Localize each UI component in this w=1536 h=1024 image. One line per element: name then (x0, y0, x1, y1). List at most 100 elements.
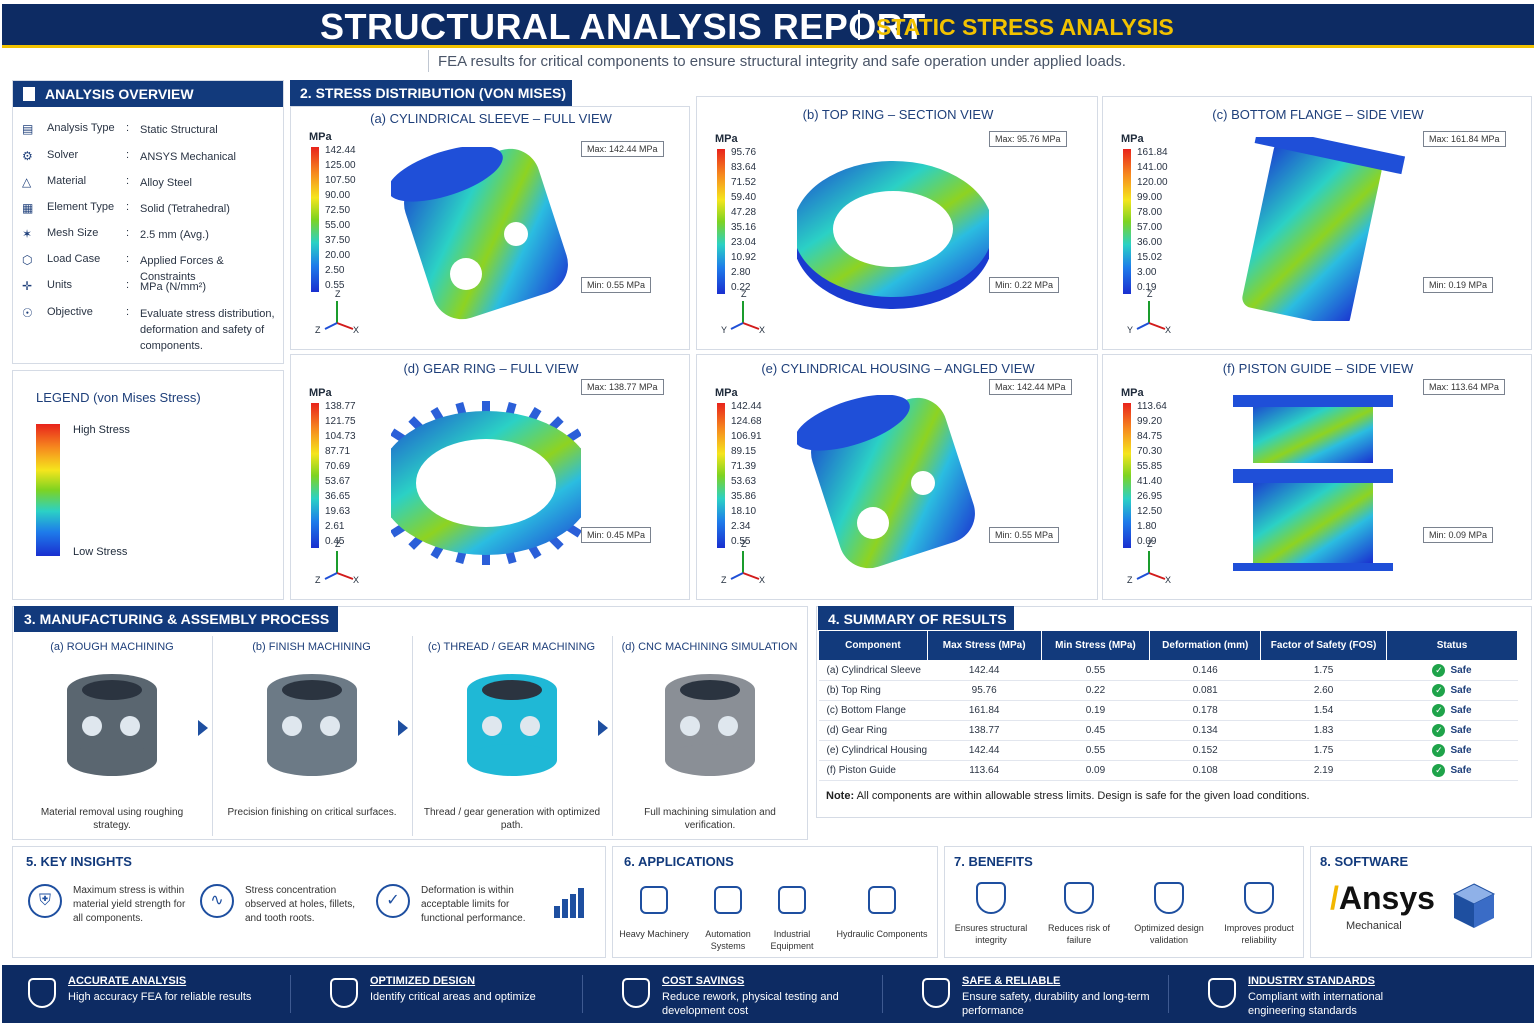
footer-divider (582, 975, 583, 1013)
overview-colon: : (126, 253, 130, 265)
table-header-cell: Min Stress (MPa) (1040, 630, 1151, 661)
status-badge: Safe (1450, 745, 1472, 757)
scale-tick-label: 78.00 (1137, 207, 1163, 218)
scale-tick-label: 124.68 (731, 416, 762, 427)
table-header-cell: Status (1386, 630, 1518, 661)
insight-text: Deformation is within acceptable limits … (421, 885, 526, 924)
software-panel (1310, 846, 1532, 958)
table-cell: 1.75 (1260, 740, 1387, 761)
scale-tick-label: 2.61 (325, 521, 345, 532)
insight-text: Stress concentration observed at holes, … (245, 885, 356, 924)
scale-unit-label: MPa (1121, 387, 1144, 399)
scale-tick-label: 89.15 (731, 446, 757, 457)
scale-tick-label: 10.92 (731, 252, 757, 263)
table-header-cell: Max Stress (MPa) (926, 630, 1042, 661)
footer-item-text: Identify critical areas and optimize (370, 991, 536, 1003)
axis-label: Z (315, 325, 321, 335)
overview-value: MPa (N/mm²) (140, 281, 206, 293)
summary-table-wrap: Component Max Stress (MPa) Min Stress (MPa… (818, 630, 1518, 781)
shield-check-icon (922, 978, 950, 1008)
globe-icon (1208, 978, 1236, 1008)
min-stress-callout: Min: 0.55 MPa (989, 527, 1060, 543)
stress-view-panel: (b) TOP RING – SECTION VIEW MPa 95.76 83.64… (696, 96, 1098, 350)
overview-panel: ANALYSIS OVERVIEW (12, 80, 284, 364)
axis-label: X (759, 325, 766, 335)
overview-value: Applied Forces & Constraints (140, 255, 224, 283)
overview-colon: : (126, 227, 130, 239)
legend-color-scale (36, 424, 60, 556)
table-cell: 2.60 (1260, 680, 1387, 701)
overview-key: Material (47, 175, 87, 187)
scale-tick-label: 138.77 (325, 401, 356, 412)
scale-tick-label: 99.00 (1137, 192, 1163, 203)
table-cell: 0.108 (1149, 760, 1261, 781)
axis-label: Z (721, 575, 727, 585)
check-circle-icon: ✓ (1432, 664, 1446, 677)
scale-tick-label: 2.34 (731, 521, 751, 532)
table-cell: 138.77 (927, 720, 1042, 741)
table-cell: 0.152 (1149, 740, 1261, 761)
footer-item: ACCURATE ANALYSIS High accuracy FEA for r… (68, 974, 288, 1004)
overview-header: ANALYSIS OVERVIEW (13, 81, 283, 107)
footer-item-text: High accuracy FEA for reliable results (68, 991, 252, 1003)
stress-color-scale (717, 403, 725, 548)
scale-tick-label: 15.02 (1137, 252, 1163, 263)
min-stress-callout: Min: 0.09 MPa (1423, 527, 1494, 543)
scale-tick-label: 0.22 (731, 282, 751, 293)
min-stress-callout: Min: 0.22 MPa (989, 277, 1060, 293)
shield-icon (976, 882, 1006, 914)
overview-colon: : (126, 149, 130, 161)
axis-label: Z (741, 289, 747, 299)
benefits-title: 7. BENEFITS (954, 854, 1033, 869)
scale-values: 142.44 125.00 107.50 90.00 72.50 55.00 37.50 20… (325, 143, 356, 293)
status-badge: Safe (1450, 685, 1472, 697)
check-circle-icon: ✓ (1432, 724, 1446, 737)
table-cell: (e) Cylindrical Housing (818, 740, 928, 761)
min-stress-callout: Min: 0.19 MPa (1423, 277, 1494, 293)
fea-model-image (793, 137, 993, 321)
benefit-label: Optimized design validation (1134, 923, 1204, 945)
footer-item: INDUSTRY STANDARDS Compliant with interna… (1248, 974, 1408, 1018)
applications-title: 6. APPLICATIONS (624, 854, 734, 869)
scale-values: 95.76 83.64 71.52 59.40 47.28 35.16 23.04 10.92… (731, 145, 756, 295)
shield-check-icon (1244, 882, 1274, 914)
table-row: (c) Bottom Flange 161.84 0.19 0.178 1.54 ✓ Saf… (818, 700, 1518, 721)
process-header: 3. MANUFACTURING & ASSEMBLY PROCESS (14, 606, 338, 632)
footer-divider (1168, 975, 1169, 1013)
table-row: (f) Piston Guide 113.64 0.09 0.108 2.19 ✓ Safe (818, 760, 1518, 781)
stress-view-panel: (c) BOTTOM FLANGE – SIDE VIEW MPa 161.84 14… (1102, 96, 1532, 350)
page-description: FEA results for critical components to e… (438, 53, 1126, 70)
table-cell: 0.22 (1041, 680, 1150, 701)
table-cell: 0.081 (1149, 680, 1261, 701)
insights-title: 5. KEY INSIGHTS (26, 854, 132, 869)
process-step: (d) CNC MACHINING SIMULATION Full machini… (612, 636, 806, 836)
hydraulic-icon (868, 886, 896, 914)
ansys-logo-mark: / (1330, 880, 1339, 916)
legend-low-label: Low Stress (73, 546, 128, 558)
table-cell: (b) Top Ring (818, 680, 928, 701)
table-cell: 113.64 (927, 760, 1042, 781)
table-cell: 142.44 (927, 740, 1042, 761)
scale-tick-label: 59.40 (731, 192, 757, 203)
stress-section-header: 2. STRESS DISTRIBUTION (VON MISES) (290, 80, 572, 106)
stress-view-title: (a) CYLINDRICAL SLEEVE – FULL VIEW (370, 111, 612, 126)
fea-model-image (794, 394, 989, 571)
axis-label: Z (1127, 575, 1133, 585)
table-cell: 0.45 (1041, 720, 1150, 741)
scale-unit-label: MPa (309, 387, 332, 399)
load-icon: ⬡ (22, 253, 33, 267)
max-stress-callout: Max: 142.44 MPa (581, 141, 664, 157)
shield-check-icon (28, 978, 56, 1008)
scale-tick-label: 0.19 (1137, 282, 1157, 293)
application-label: Industrial Equipment (770, 929, 814, 951)
process-step-caption: Precision finishing on critical surfaces… (227, 807, 397, 818)
scale-tick-label: 83.64 (731, 162, 757, 173)
gear-icon: ⚙ (22, 149, 33, 163)
footer-item: SAFE & RELIABLE Ensure safety, durability… (962, 974, 1182, 1018)
scale-tick-label: 53.67 (325, 476, 351, 487)
check-circle-icon: ✓ (1432, 704, 1446, 717)
table-cell: ✓ Safe (1386, 740, 1518, 761)
process-step-image (52, 660, 172, 790)
stress-color-scale (311, 147, 319, 292)
scale-tick-label: 1.80 (1137, 521, 1157, 532)
